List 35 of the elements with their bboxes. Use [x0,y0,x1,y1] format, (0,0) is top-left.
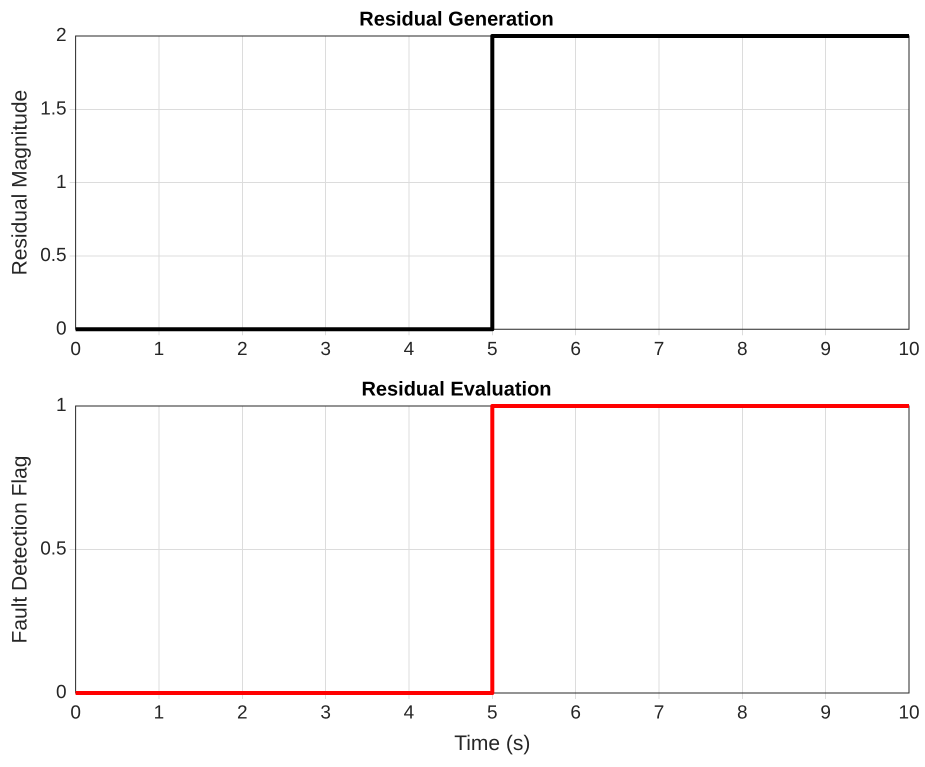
x-tick-label: 5 [487,338,498,360]
y-tick-label: 0 [56,682,67,704]
x-tick-label: 1 [154,338,164,360]
chart-title: Residual Evaluation [361,378,552,401]
x-tick-label: 0 [70,702,81,724]
x-tick-label: 1 [154,702,164,724]
y-tick-label: 1 [56,172,67,193]
x-tick-label: 2 [237,338,248,360]
x-tick-label: 5 [487,702,498,724]
x-tick-label: 4 [404,702,415,724]
x-tick-label: 6 [570,702,581,724]
x-tick-label: 7 [654,338,664,360]
x-tick-label: 6 [570,338,581,360]
x-tick-label: 3 [320,338,331,360]
y-tick-label: 0.5 [40,245,67,266]
x-tick-label: 0 [70,338,81,360]
x-tick-label: 3 [320,702,331,724]
y-tick-label: 0 [56,318,67,340]
x-tick-label: 8 [737,702,748,724]
x-tick-label: 2 [237,702,248,724]
x-tick-label: 8 [737,338,748,360]
x-tick-label: 9 [820,338,831,360]
x-axis-title: Time (s) [454,732,530,756]
y-axis-title: Residual Magnitude [8,90,32,276]
x-tick-label: 9 [820,702,831,724]
y-tick-label: 2 [56,25,67,46]
y-axis-title: Fault Detection Flag [8,456,32,644]
y-tick-label: 1 [56,395,67,416]
x-tick-label: 4 [404,338,415,360]
y-tick-label: 0.5 [40,538,67,560]
x-tick-label: 10 [898,338,920,360]
x-tick-label: 10 [898,702,920,724]
y-tick-label: 1.5 [40,98,67,120]
chart-title: Residual Generation [359,8,554,31]
x-tick-label: 7 [654,702,664,724]
